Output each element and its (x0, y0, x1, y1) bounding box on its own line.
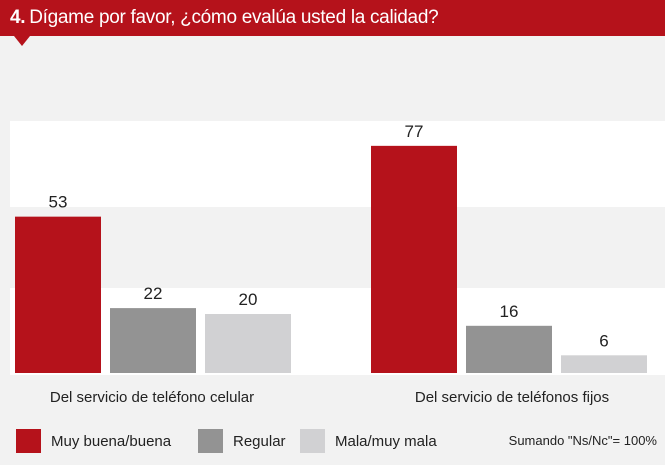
question-title: 4. Dígame por favor, ¿cómo evalúa usted l… (10, 7, 439, 29)
bar-0-2 (205, 314, 291, 373)
bar-chart: 53 22 20 Del servicio de teléfono celular 77… (10, 121, 665, 406)
bar-value-label-1-0: 77 (405, 122, 424, 141)
bar-value-label-0-0: 53 (49, 193, 68, 212)
category-label-0: Del servicio de teléfono celular (50, 389, 254, 406)
legend-swatch-regular (198, 429, 223, 453)
legend-label-regular: Regular (233, 432, 286, 450)
question-text: Dígame por favor, ¿cómo evalúa usted la … (29, 7, 439, 28)
legend-label-muy-buena: Muy buena/buena (51, 432, 172, 450)
bar-value-label-1-2: 6 (599, 331, 608, 350)
category-label-1: Del servicio de teléfonos fijos (415, 389, 609, 406)
legend: Muy buena/buena Regular Mala/muy mala Su… (0, 422, 665, 458)
legend-item-mala: Mala/muy mala (300, 429, 437, 453)
bar-value-label-0-1: 22 (144, 284, 163, 303)
header-pointer (14, 36, 30, 46)
legend-swatch-muy-buena (16, 429, 41, 453)
bar-0-0 (15, 216, 101, 373)
bar-0-1 (110, 308, 196, 373)
legend-swatch-mala (300, 429, 325, 453)
legend-item-regular: Regular (198, 429, 286, 453)
question-number: 4. (10, 7, 26, 28)
legend-label-mala: Mala/muy mala (335, 432, 437, 450)
bar-value-label-0-2: 20 (239, 290, 258, 309)
bar-value-label-1-1: 16 (500, 302, 519, 321)
bar-1-0 (371, 145, 457, 373)
background-band-upper (10, 121, 665, 207)
legend-item-muy-buena: Muy buena/buena (16, 429, 171, 453)
total-note: Sumando "Ns/Nc"= 100% (508, 433, 657, 448)
bar-1-2 (561, 355, 647, 373)
bar-1-1 (466, 325, 552, 373)
question-header: 4. Dígame por favor, ¿cómo evalúa usted l… (0, 0, 665, 36)
